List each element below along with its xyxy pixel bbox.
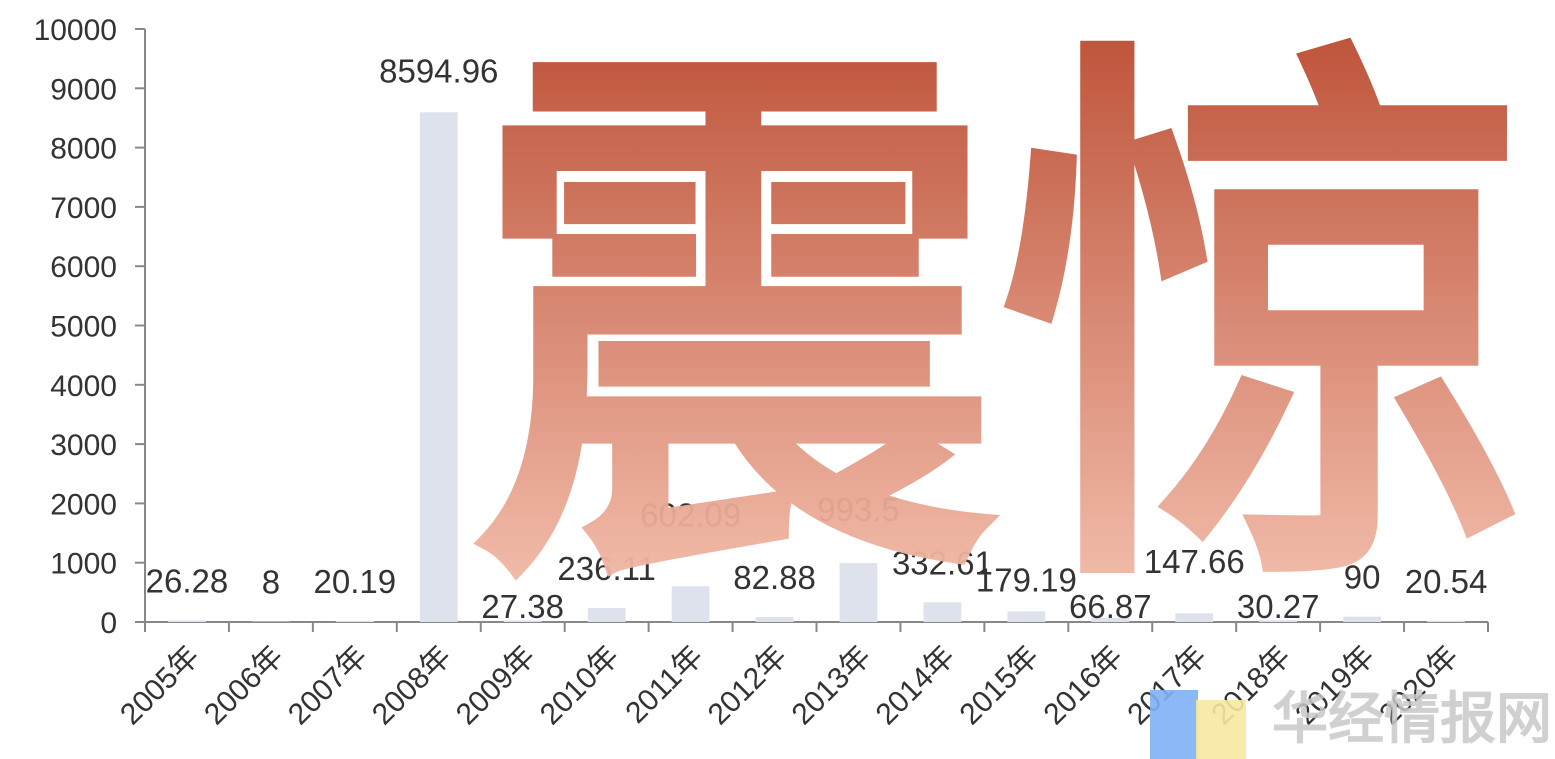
x-tick-label: 2015年: [954, 640, 1046, 732]
data-label: 30.27: [1237, 588, 1320, 625]
bar: [755, 617, 794, 622]
x-tick-label: 2010年: [534, 640, 626, 732]
data-label: 8: [262, 564, 280, 601]
x-tick-label: 2009年: [450, 640, 542, 732]
watermark: 华经情报网: [1150, 687, 1552, 759]
data-label: 26.28: [146, 562, 229, 599]
y-tick-label: 0: [100, 607, 117, 640]
x-tick-label: 2014年: [870, 640, 962, 732]
bar: [671, 586, 710, 622]
bar: [1343, 616, 1381, 622]
x-tick-label: 2011年: [619, 640, 709, 730]
y-tick-label: 8000: [50, 133, 117, 166]
watermark-logo-blue: [1150, 690, 1198, 759]
bar: [839, 563, 878, 622]
bar: [1091, 618, 1130, 622]
x-tick-label: 2008年: [366, 640, 458, 732]
bar: [1259, 620, 1298, 622]
x-tick-label: 2007年: [282, 640, 374, 732]
data-label: 147.66: [1144, 543, 1245, 580]
y-tick-label: 9000: [50, 73, 117, 106]
data-label: 8594.96: [379, 52, 498, 89]
bar: [168, 620, 206, 622]
x-tick-label: 2006年: [198, 640, 290, 732]
y-tick-label: 4000: [50, 370, 117, 403]
data-label: 179.19: [976, 561, 1077, 598]
y-tick-label: 2000: [50, 488, 117, 521]
x-tick-label: 2013年: [786, 640, 878, 732]
bar: [1175, 613, 1214, 622]
data-label: 27.38: [481, 588, 564, 625]
bar: [1007, 611, 1046, 622]
bar: [335, 620, 374, 622]
y-tick-label: 3000: [50, 429, 117, 462]
watermark-text: 华经情报网: [1272, 687, 1552, 752]
bar: [923, 602, 962, 622]
data-label: 20.19: [314, 563, 397, 600]
x-tick-label: 2012年: [702, 640, 794, 732]
data-label: 602.09: [640, 496, 741, 533]
y-tick-label: 10000: [34, 14, 117, 47]
y-tick-label: 6000: [50, 251, 117, 284]
x-tick-label: 2005年: [114, 640, 206, 732]
y-tick-label: 7000: [50, 192, 117, 225]
data-label: 20.54: [1405, 563, 1488, 600]
y-tick-label: 5000: [50, 311, 117, 344]
bar: [503, 620, 542, 622]
data-label: 236.11: [557, 550, 655, 587]
bar: [419, 112, 458, 622]
bar: [587, 607, 626, 622]
bar: [1427, 620, 1465, 622]
data-label: 66.87: [1069, 588, 1152, 625]
headline-overlay: 震惊: [470, 1, 1530, 653]
data-label: 993.5: [817, 491, 900, 528]
data-label: 82.88: [733, 559, 816, 596]
data-label: 332.61: [892, 544, 993, 581]
bars: [168, 112, 1465, 622]
y-tick-label: 1000: [50, 548, 117, 581]
watermark-logo-yellow: [1196, 700, 1246, 759]
y-axis: 0 1000 2000 3000 4000 5000 6000 7000 8000 9000 100…: [34, 14, 146, 640]
data-label: 90: [1344, 559, 1381, 596]
x-tick-label: 2016年: [1037, 640, 1129, 732]
